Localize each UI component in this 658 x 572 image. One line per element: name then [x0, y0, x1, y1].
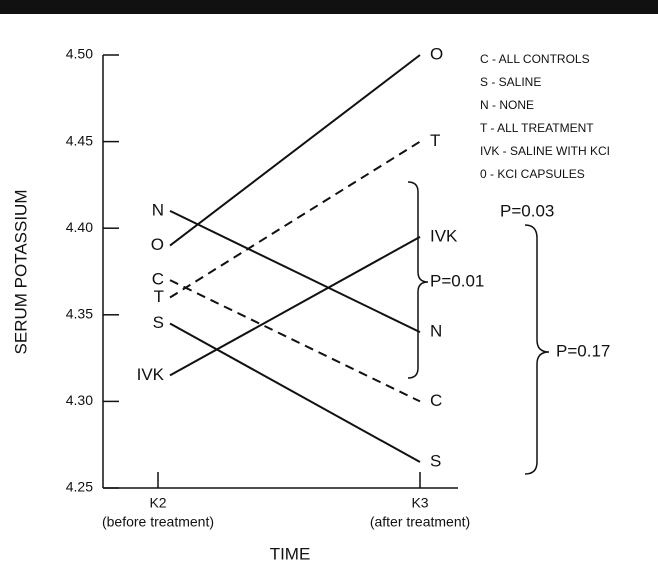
series-label: C [152, 270, 164, 289]
y-tick-label: 4.45 [66, 132, 93, 148]
bracket [524, 224, 550, 475]
x-tick-label: K3 [411, 495, 428, 511]
y-tick-label: 4.50 [66, 46, 93, 62]
x-tick-note: (before treatment) [102, 514, 214, 530]
top-bar [0, 0, 658, 14]
series-label: O [430, 44, 443, 63]
legend-entry: S - SALINE [480, 75, 541, 89]
x-tick-note: (after treatment) [370, 514, 470, 530]
annotation: P=0.01 [430, 271, 484, 290]
x-tick-label: K2 [149, 495, 166, 511]
legend-entry: C - ALL CONTROLS [480, 52, 590, 66]
y-tick-label: 4.35 [66, 306, 93, 322]
series-label: S [153, 313, 164, 332]
bracket [407, 181, 429, 379]
series-label: IVK [430, 226, 458, 245]
annotation: P=0.03 [500, 201, 554, 220]
y-tick-label: 4.30 [66, 392, 93, 408]
legend-entry: IVK - SALINE WITH KCI [480, 144, 610, 158]
legend-entry: 0 - KCI CAPSULES [480, 167, 585, 181]
series-label: T [430, 131, 440, 150]
series-label: S [430, 452, 441, 471]
series-label: N [152, 200, 164, 219]
y-axis-label: SERUM POTASSIUM [11, 190, 30, 355]
series-label: T [154, 287, 164, 306]
series-label: N [430, 322, 442, 341]
annotation: P=0.17 [556, 341, 610, 360]
y-tick-label: 4.25 [66, 479, 93, 495]
series-label: C [430, 391, 442, 410]
series-line [169, 235, 421, 377]
series-label: O [151, 235, 164, 254]
legend-entry: N - NONE [480, 98, 534, 112]
series-line [169, 322, 421, 463]
x-axis-label: TIME [270, 544, 311, 563]
y-tick-label: 4.40 [66, 219, 93, 235]
series-line [169, 209, 421, 334]
series-label: IVK [137, 365, 165, 384]
legend-entry: T - ALL TREATMENT [480, 121, 594, 135]
series-line [169, 279, 421, 403]
series-line [169, 54, 421, 247]
series-line [169, 140, 421, 299]
